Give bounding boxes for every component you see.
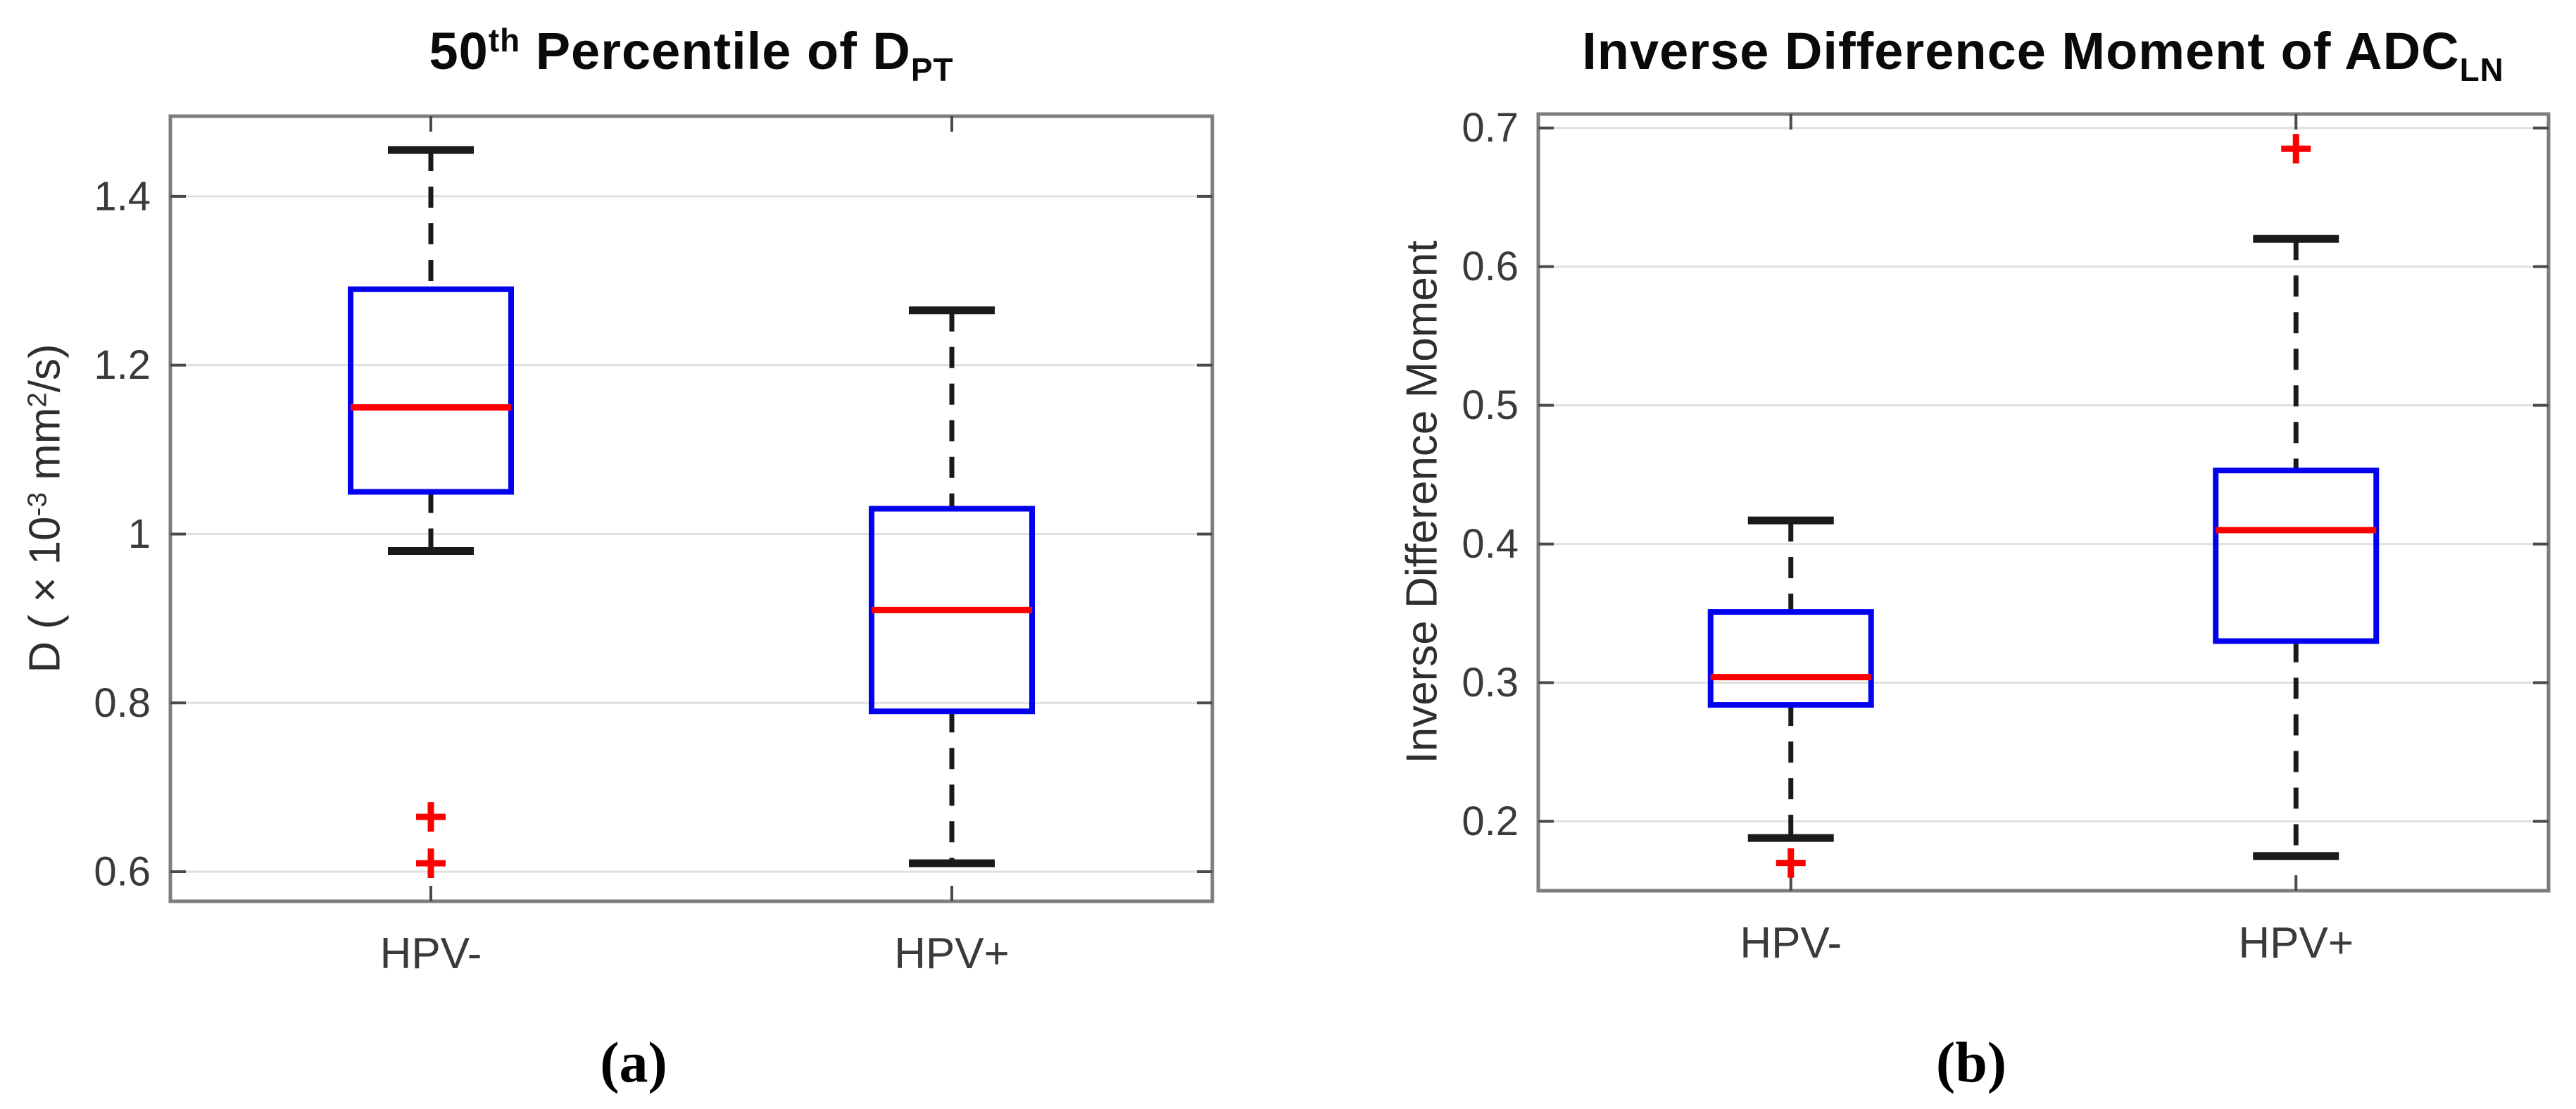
y-tick-label-b: 0.5 (1462, 382, 1519, 428)
y-tick-label-b: 0.7 (1462, 105, 1519, 151)
iqr-box-b-HPV- (1707, 609, 1874, 708)
axes-frame-a (168, 114, 1214, 903)
panel-a-ylabel-text: D ( × 10 (20, 516, 70, 673)
panel-b-ylabel-text: Inverse Difference Moment (1397, 240, 1447, 764)
x-tick-label-a: HPV- (380, 929, 482, 978)
panel-a-ylabel-exponent-2: 2 (22, 392, 53, 408)
y-tick-label-a: 0.8 (94, 680, 151, 726)
panel-a-title-subscript: PT (910, 51, 954, 89)
y-tick-label-b: 0.3 (1462, 660, 1519, 706)
panel-b-title: Inverse Difference Moment of ADCLN (1582, 21, 2504, 88)
y-tick-label-a: 1 (128, 511, 151, 557)
iqr-box-a-HPV- (348, 286, 514, 495)
x-tick-label-b: HPV+ (2238, 919, 2354, 967)
panel-b-y-axis-label: Inverse Difference Moment (1397, 240, 1447, 763)
y-tick-label-b: 0.2 (1462, 798, 1519, 844)
y-tick-label-a: 1.4 (94, 173, 151, 219)
y-tick-label-b: 0.4 (1462, 521, 1519, 567)
panel-a-title-text-2: Percentile of D (520, 22, 911, 80)
x-tick-label-a: HPV+ (894, 929, 1010, 978)
axes-frame-b (1536, 112, 2551, 893)
subfigure-caption-b: (b) (1935, 1030, 2007, 1094)
panel-a-title-superscript: th (488, 21, 521, 58)
y-tick-label-a: 1.2 (94, 342, 151, 388)
panel-a-title-text: 50 (429, 22, 489, 80)
panel-b-title-text: Inverse Difference Moment of ADC (1582, 22, 2460, 80)
panel-a-y-axis-label: D ( × 10-3 mm2/s) (20, 344, 70, 672)
panel-b-title-subscript: LN (2459, 51, 2504, 89)
panel-a-title: 50th Percentile of DPT (429, 21, 954, 89)
y-tick-label-a: 0.6 (94, 849, 151, 895)
panel-a-ylabel-text-3: /s) (20, 344, 70, 393)
panel-a-ylabel-exponent: -3 (22, 492, 53, 517)
panel-a-ylabel-text-2: mm (20, 407, 70, 493)
x-tick-label-b: HPV- (1740, 919, 1842, 967)
y-tick-label-b: 0.6 (1462, 244, 1519, 289)
iqr-box-b-HPV+ (2213, 468, 2380, 644)
subfigure-caption-a: (a) (600, 1030, 667, 1094)
